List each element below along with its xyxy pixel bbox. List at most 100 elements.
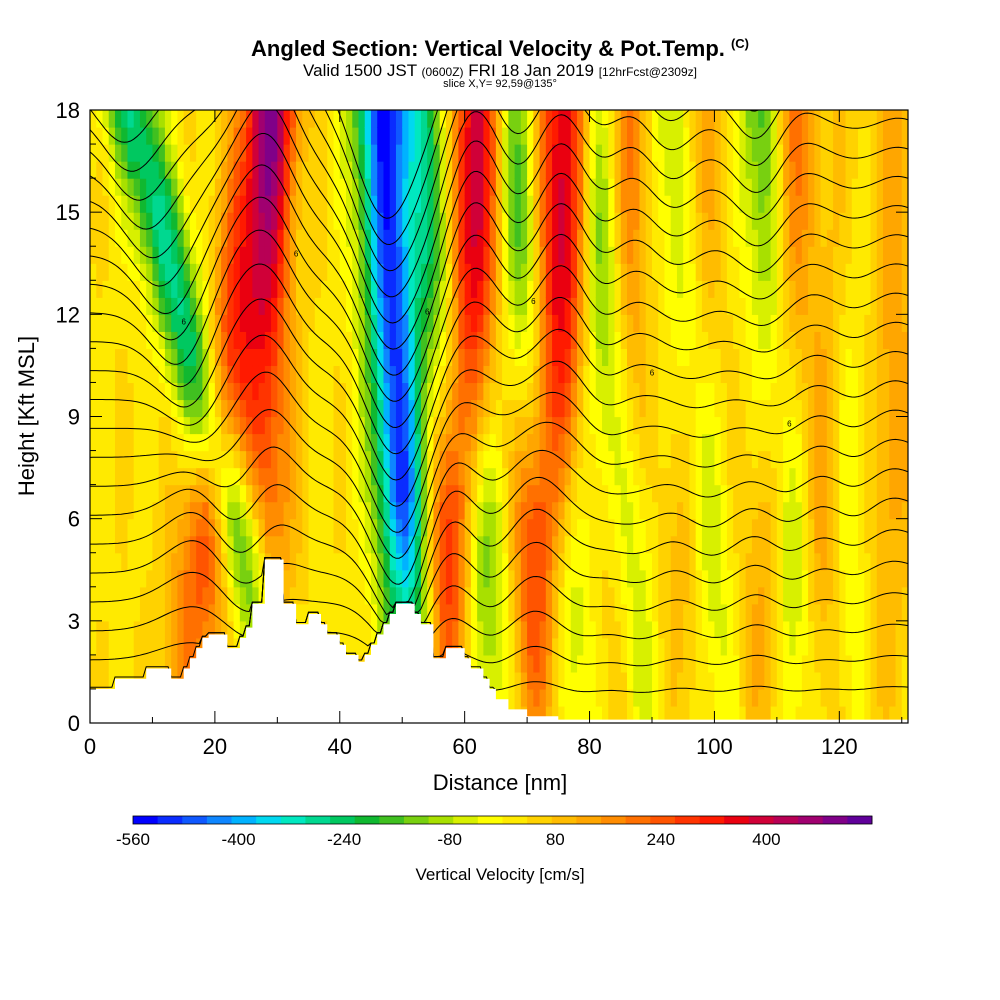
heatmap-cell bbox=[277, 501, 285, 520]
heatmap-cell bbox=[801, 314, 809, 332]
heatmap-cell bbox=[726, 263, 734, 281]
heatmap-cell bbox=[876, 246, 884, 264]
heatmap-cell bbox=[352, 552, 360, 571]
heatmap-cell bbox=[845, 484, 853, 503]
heatmap-cell bbox=[733, 552, 740, 571]
heatmap-cell bbox=[96, 552, 104, 571]
heatmap-cell bbox=[876, 382, 884, 401]
heatmap-cell bbox=[158, 331, 166, 349]
heatmap-cell bbox=[839, 552, 847, 571]
heatmap-cell bbox=[214, 620, 222, 639]
heatmap-cell bbox=[883, 552, 890, 571]
heatmap-cell bbox=[314, 144, 322, 162]
heatmap-cell bbox=[783, 603, 790, 622]
heatmap-cell bbox=[820, 195, 828, 213]
heatmap-cell bbox=[620, 518, 628, 537]
heatmap-cell bbox=[851, 637, 859, 656]
heatmap-cell bbox=[795, 501, 803, 520]
heatmap-cell bbox=[452, 450, 460, 469]
heatmap-cell bbox=[795, 399, 803, 418]
heatmap-cell bbox=[102, 348, 110, 367]
heatmap-cell bbox=[477, 178, 484, 196]
heatmap-cell bbox=[146, 382, 154, 401]
heatmap-cell bbox=[833, 161, 840, 179]
heatmap-cell bbox=[408, 229, 416, 247]
heatmap-cell bbox=[108, 331, 116, 349]
heatmap-cell bbox=[695, 314, 703, 332]
heatmap-cell bbox=[670, 229, 678, 247]
heatmap-cell bbox=[383, 314, 391, 332]
heatmap-cell bbox=[389, 246, 397, 264]
heatmap-cell bbox=[770, 144, 778, 162]
heatmap-cell bbox=[708, 671, 716, 690]
heatmap-cell bbox=[814, 501, 822, 520]
heatmap-cell bbox=[614, 518, 622, 537]
heatmap-cell bbox=[158, 450, 166, 469]
heatmap-cell bbox=[639, 654, 647, 673]
heatmap-cell bbox=[271, 314, 278, 332]
heatmap-cell bbox=[714, 314, 722, 332]
heatmap-cell bbox=[851, 586, 859, 605]
heatmap-cell bbox=[221, 348, 228, 367]
heatmap-cell bbox=[539, 688, 547, 707]
heatmap-cell bbox=[751, 314, 759, 332]
heatmap-cell bbox=[595, 263, 603, 281]
heatmap-cell bbox=[751, 569, 759, 588]
heatmap-cell bbox=[414, 178, 422, 196]
heatmap-cell bbox=[870, 484, 878, 503]
heatmap-cell bbox=[483, 246, 491, 264]
heatmap-cell bbox=[114, 110, 122, 128]
heatmap-cell bbox=[552, 535, 559, 554]
heatmap-cell bbox=[651, 569, 659, 588]
heatmap-cell bbox=[364, 603, 372, 622]
heatmap-cell bbox=[383, 535, 391, 554]
heatmap-cell bbox=[427, 263, 435, 281]
heatmap-cell bbox=[277, 314, 285, 332]
heatmap-cell bbox=[627, 637, 634, 656]
heatmap-cell bbox=[458, 399, 466, 418]
heatmap-cell bbox=[346, 620, 353, 639]
heatmap-cell bbox=[876, 331, 884, 349]
heatmap-cell bbox=[127, 246, 135, 264]
theta-contour-line bbox=[90, 263, 908, 455]
heatmap-cell bbox=[458, 433, 466, 452]
heatmap-cell bbox=[864, 297, 872, 315]
heatmap-cell bbox=[870, 450, 878, 469]
heatmap-cell bbox=[533, 314, 541, 332]
colorbar-swatch bbox=[182, 816, 208, 824]
heatmap-cell bbox=[108, 212, 116, 230]
heatmap-cell bbox=[708, 144, 716, 162]
heatmap-cell bbox=[108, 501, 116, 520]
heatmap-cell bbox=[96, 331, 104, 349]
heatmap-cell bbox=[358, 348, 366, 367]
heatmap-cell bbox=[645, 263, 653, 281]
heatmap-cell bbox=[670, 382, 678, 401]
heatmap-cell bbox=[545, 688, 553, 707]
heatmap-cell bbox=[420, 535, 428, 554]
heatmap-cell bbox=[545, 586, 553, 605]
heatmap-cell bbox=[751, 110, 759, 128]
heatmap-cell bbox=[90, 620, 97, 639]
heatmap-cell bbox=[539, 654, 547, 673]
heatmap-cell bbox=[252, 144, 260, 162]
heatmap-cell bbox=[658, 246, 666, 264]
heatmap-cell bbox=[433, 620, 441, 639]
heatmap-cell bbox=[402, 586, 410, 605]
heatmap-cell bbox=[708, 127, 716, 145]
heatmap-cell bbox=[895, 297, 903, 315]
heatmap-cell bbox=[414, 535, 422, 554]
heatmap-cell bbox=[589, 688, 597, 707]
heatmap-cell bbox=[283, 399, 291, 418]
heatmap-cell bbox=[833, 705, 840, 723]
heatmap-cell bbox=[701, 127, 709, 145]
heatmap-cell bbox=[889, 518, 897, 537]
heatmap-cell bbox=[452, 382, 460, 401]
heatmap-cell bbox=[676, 552, 684, 571]
heatmap-cell bbox=[708, 620, 716, 639]
heatmap-cell bbox=[214, 178, 222, 196]
heatmap-cell bbox=[308, 484, 316, 503]
heatmap-cell bbox=[177, 467, 185, 486]
heatmap-cell bbox=[645, 161, 653, 179]
heatmap-cell bbox=[614, 501, 622, 520]
heatmap-cell bbox=[283, 144, 291, 162]
